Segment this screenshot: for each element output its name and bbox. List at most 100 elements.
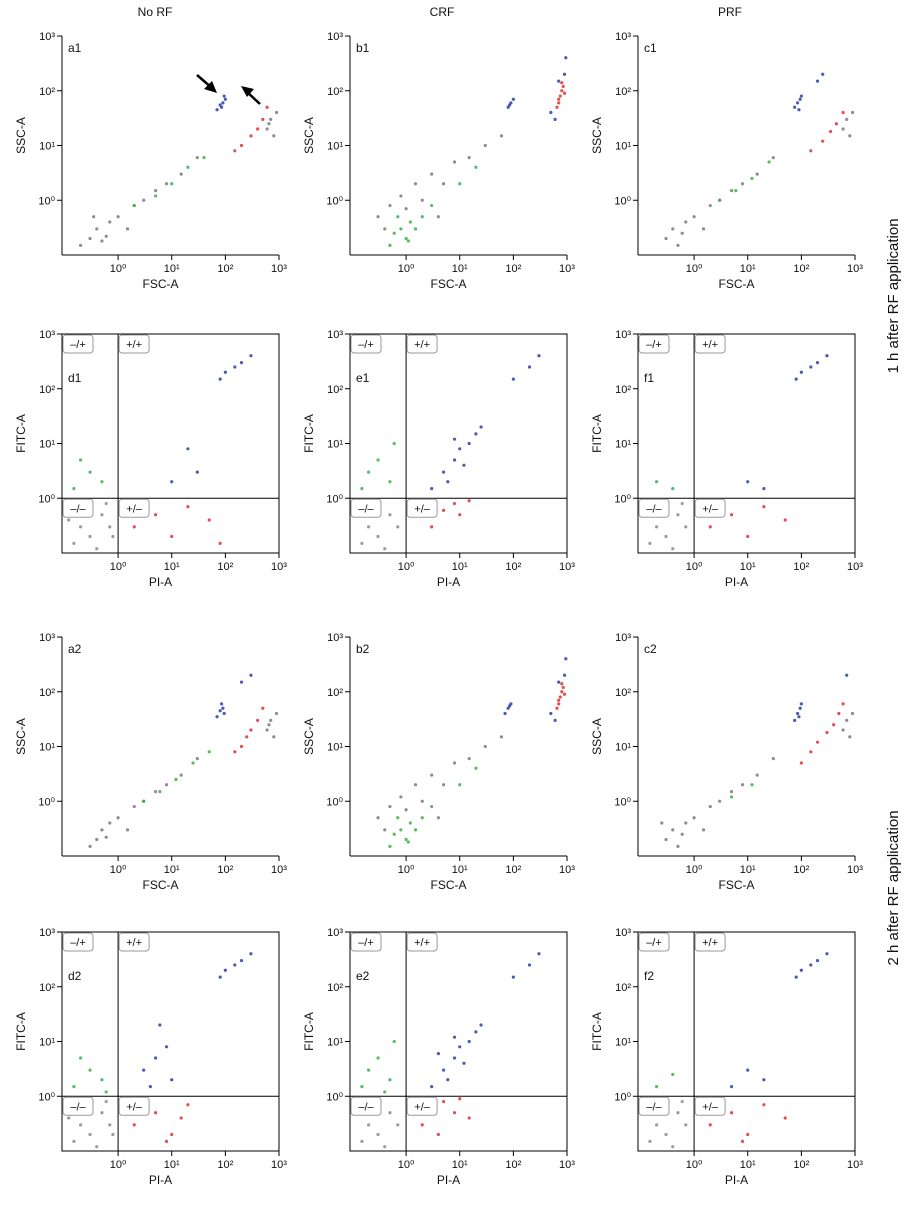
data-point: [762, 487, 766, 491]
data-point: [233, 750, 237, 754]
data-point: [104, 234, 108, 238]
data-point: [148, 1085, 152, 1089]
data-point: [218, 541, 222, 545]
panel-label: f2: [644, 969, 654, 983]
data-point: [762, 1103, 766, 1107]
data-point: [430, 1085, 434, 1089]
data-point: [850, 711, 855, 716]
data-point: [420, 799, 424, 803]
data-point: [549, 711, 553, 716]
data-point: [245, 735, 249, 739]
y-axis-label: SSC-A: [590, 117, 604, 154]
x-tick-label: 10³: [271, 864, 287, 876]
data-point: [845, 673, 849, 677]
data-point: [274, 711, 279, 716]
quadrant-label: –/–: [70, 503, 86, 515]
x-tick-label: 10³: [559, 561, 575, 573]
y-tick-label: 10¹: [327, 742, 343, 754]
x-tick-label: 10³: [559, 864, 575, 876]
data-point: [256, 718, 260, 722]
data-point: [404, 808, 408, 812]
data-point: [396, 525, 400, 529]
y-tick-label: 10²: [327, 384, 343, 396]
data-point: [79, 525, 83, 529]
data-point: [413, 227, 418, 231]
y-axis-label: FITC-A: [590, 1012, 604, 1051]
data-point: [799, 968, 803, 972]
data-point: [762, 1078, 766, 1082]
data-point: [825, 354, 829, 358]
data-point: [79, 1056, 83, 1060]
data-point: [848, 735, 852, 739]
data-point: [562, 91, 567, 95]
plot-frame: [637, 333, 856, 554]
y-axis-label: FITC-A: [302, 414, 316, 453]
data-point: [557, 97, 561, 101]
x-tick-label: 10¹: [740, 1159, 756, 1171]
x-tick-label: 10⁰: [110, 1159, 127, 1171]
data-point: [825, 730, 829, 735]
x-tick-label: 10³: [847, 263, 863, 275]
quadrant-label: –/+: [646, 937, 662, 949]
data-point: [388, 243, 392, 247]
data-point: [511, 975, 515, 979]
y-tick-label: 10³: [39, 329, 55, 341]
data-point: [458, 1097, 462, 1101]
data-point: [467, 499, 471, 503]
data-point: [436, 816, 440, 820]
x-tick-label: 10¹: [164, 263, 180, 275]
data-point: [467, 1116, 471, 1120]
data-point: [755, 773, 759, 777]
data-point: [392, 441, 396, 446]
data-point: [408, 821, 412, 825]
data-point: [467, 156, 471, 160]
data-point: [360, 541, 364, 545]
y-tick-label: 10⁰: [614, 195, 631, 207]
data-point: [239, 680, 244, 684]
data-point: [483, 143, 487, 148]
data-point: [797, 108, 801, 112]
data-point: [218, 975, 222, 979]
y-tick-label: 10³: [327, 31, 343, 43]
quadrant-label-box: [350, 1096, 382, 1116]
data-point: [746, 480, 750, 484]
data-point: [671, 1145, 675, 1149]
data-point: [233, 149, 237, 153]
data-point: [158, 790, 162, 794]
data-point: [399, 795, 403, 799]
x-tick-label: 10¹: [164, 1159, 180, 1171]
data-point: [239, 143, 244, 148]
data-point: [195, 757, 199, 761]
data-point: [837, 711, 841, 716]
y-tick-label: 10³: [615, 31, 631, 43]
data-point: [239, 744, 244, 749]
data-point: [360, 1139, 364, 1143]
data-point: [799, 370, 803, 374]
data-point: [474, 766, 478, 770]
data-point: [88, 470, 92, 474]
data-point: [88, 1132, 92, 1137]
data-point: [701, 227, 706, 231]
data-point: [825, 952, 829, 956]
x-axis-label: FSC-A: [719, 277, 755, 291]
x-tick-label: 10²: [505, 561, 521, 573]
data-point: [218, 377, 222, 381]
panel-label: c2: [644, 642, 657, 656]
data-point: [223, 968, 227, 972]
data-point: [116, 215, 120, 219]
x-tick-label: 10²: [217, 561, 233, 573]
data-point: [413, 783, 418, 787]
quadrant-label: –/+: [70, 339, 86, 351]
data-point: [503, 711, 507, 716]
data-point: [467, 441, 471, 446]
data-point: [383, 1145, 387, 1149]
y-tick-label: 10¹: [615, 742, 631, 754]
plot-frame: [637, 931, 856, 1152]
data-point: [132, 203, 136, 208]
quadrant-label-box: [638, 334, 670, 354]
data-point: [560, 690, 564, 694]
column-title: No RF: [138, 5, 173, 19]
data-point: [676, 513, 680, 517]
quadrant-label: +/–: [126, 503, 142, 515]
data-point: [452, 1035, 457, 1039]
